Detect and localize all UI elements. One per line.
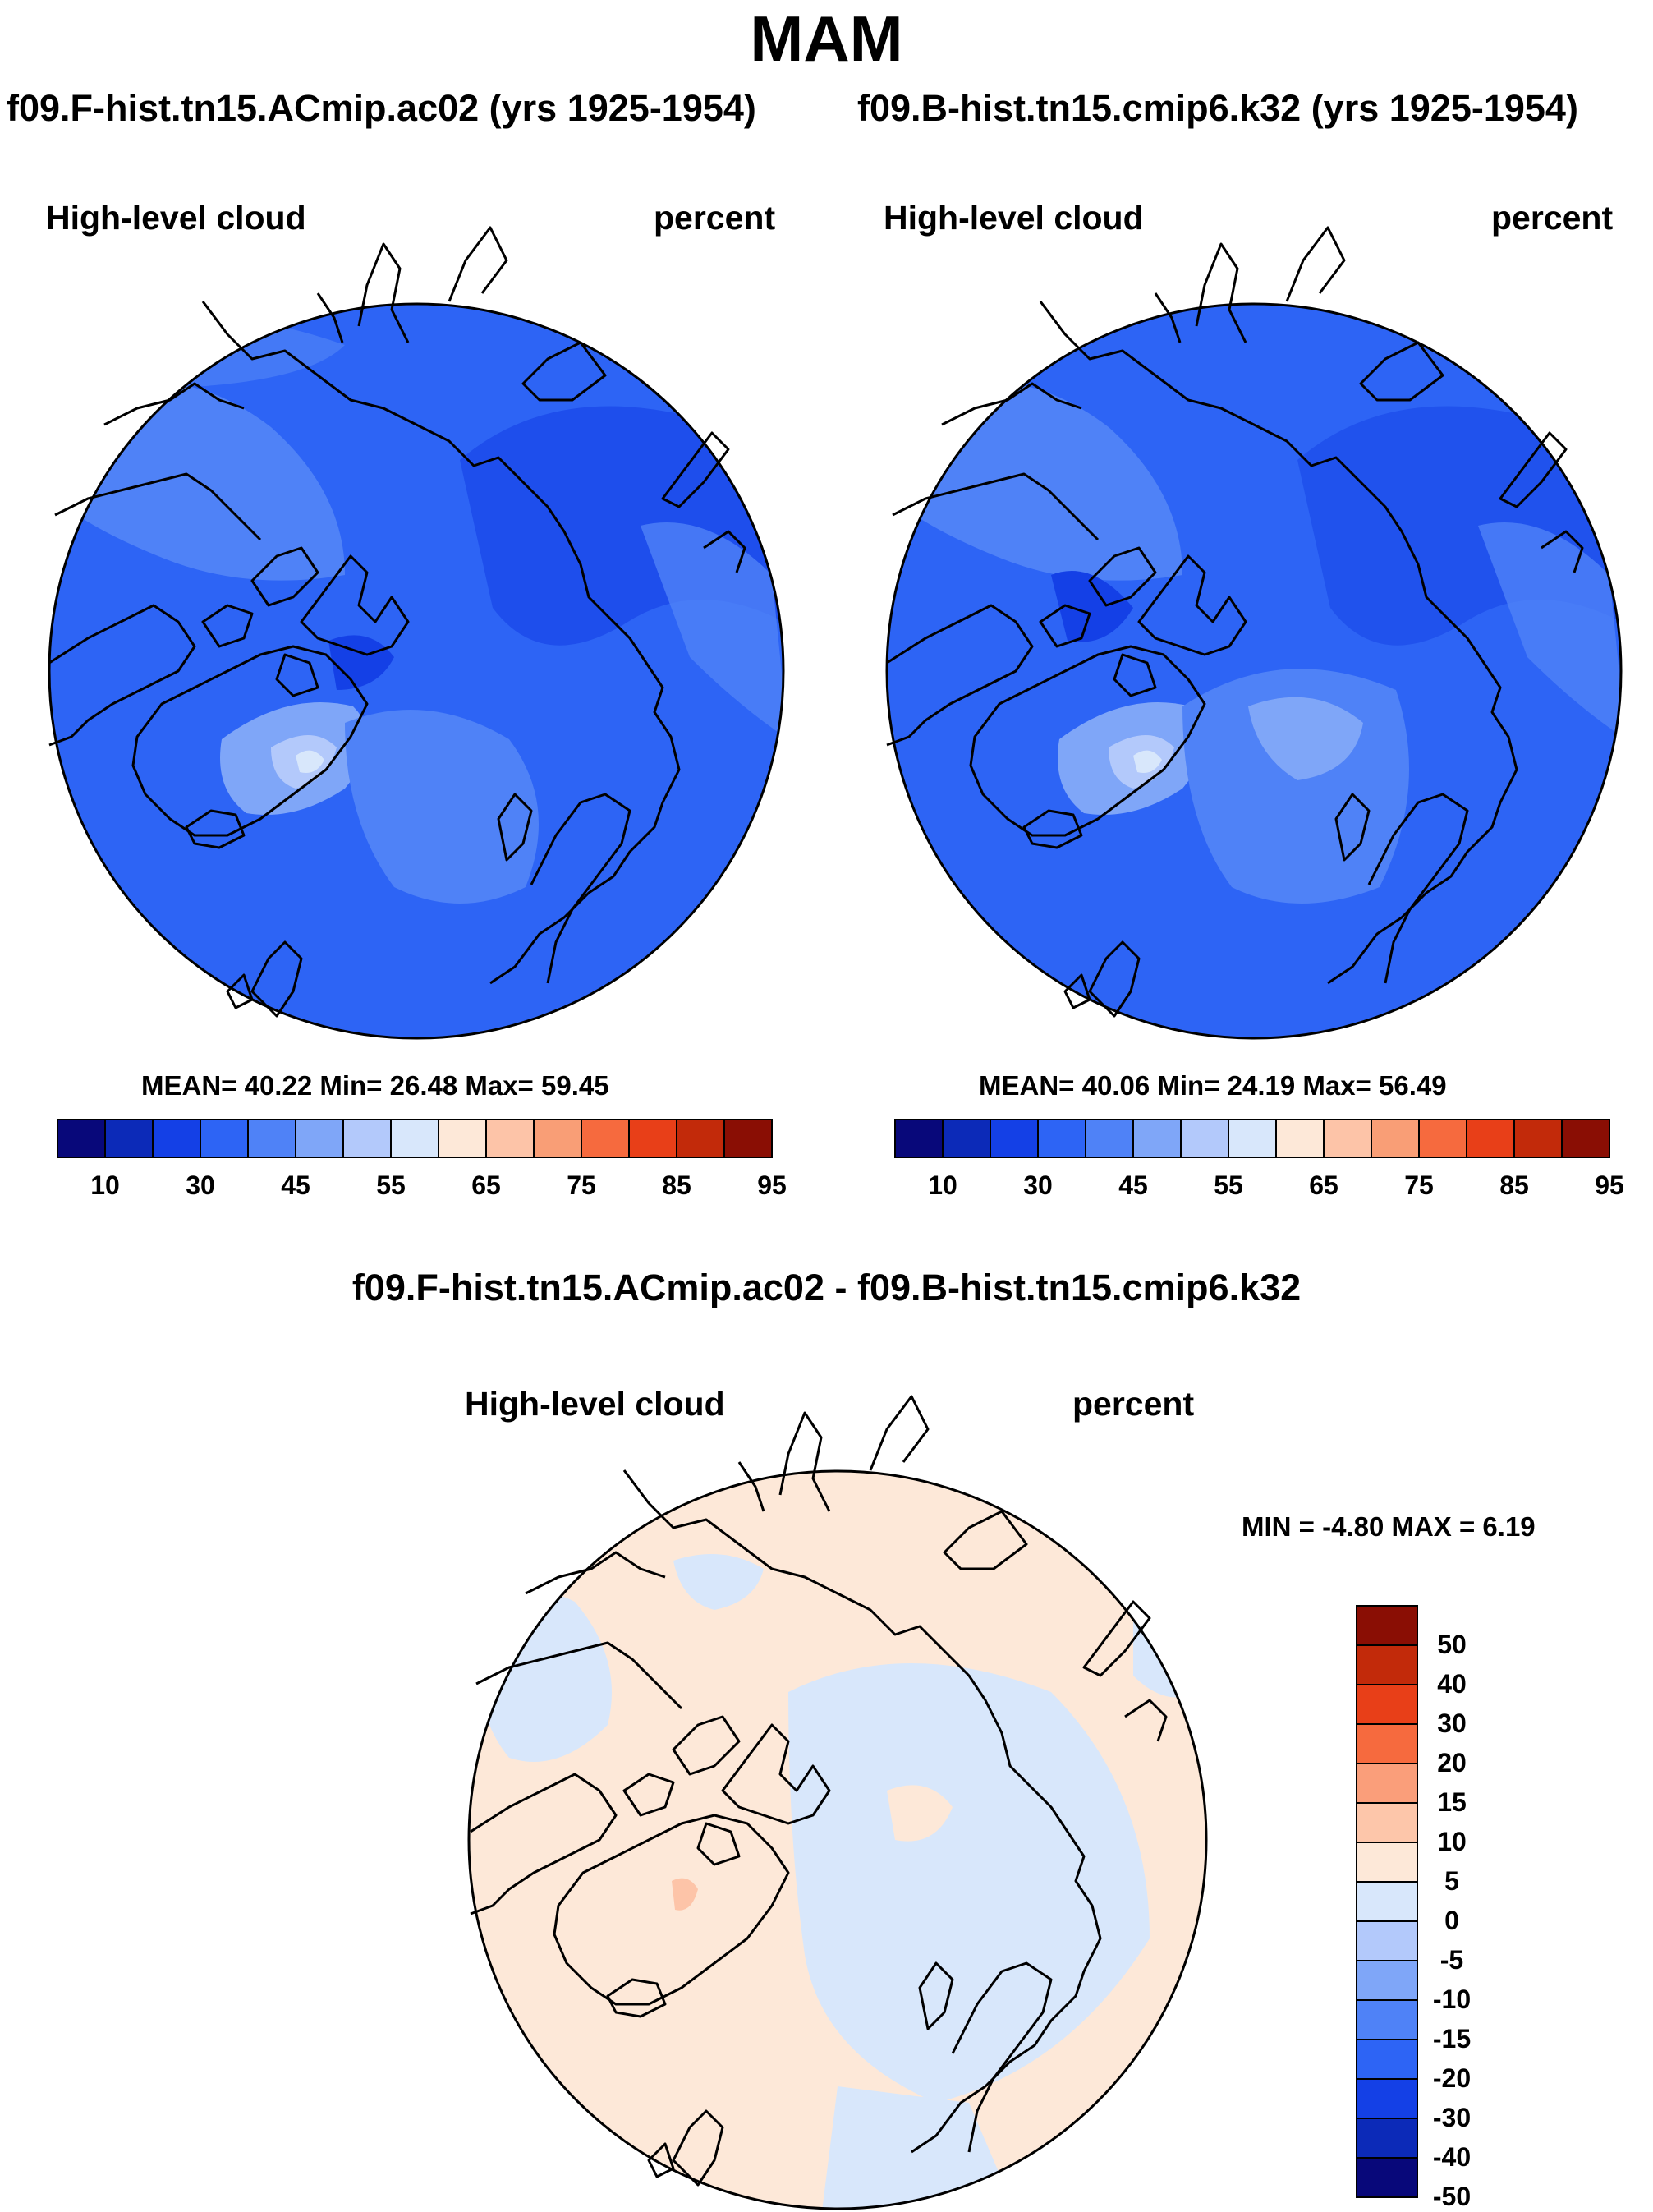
colorbar-tick-label: 30 [186, 1170, 215, 1200]
colorbar-cell [533, 1119, 582, 1158]
colorbar-tick-label: 50 [1437, 1630, 1467, 1659]
panel-1-stats: MEAN= 40.22 Min= 26.48 Max= 59.45 [141, 1070, 609, 1101]
colorbar-tick-label: 30 [1023, 1170, 1053, 1200]
colorbar-tick-label: 40 [1437, 1669, 1467, 1699]
colorbar-tick-label: -50 [1432, 2182, 1472, 2211]
colorbar-tick-label: 45 [1118, 1170, 1148, 1200]
colorbar-cell [723, 1119, 773, 1158]
colorbar-diff [1356, 1605, 1418, 2198]
colorbar-tick-label: 75 [1404, 1170, 1434, 1200]
colorbar-cell [1275, 1119, 1325, 1158]
colorbar-tick-label: -10 [1432, 1984, 1472, 2014]
map-diff-border [467, 1469, 1208, 2210]
colorbar-cell [200, 1119, 249, 1158]
colorbar-cell [1132, 1119, 1182, 1158]
colorbar-cell [1356, 1999, 1418, 2040]
difference-title: f09.F-hist.tn15.ACmip.ac02 - f09.B-hist.… [351, 1267, 1302, 1308]
colorbar-tick-label: 85 [662, 1170, 691, 1200]
season-title: MAM [750, 2, 903, 75]
colorbar-tick-label: 45 [281, 1170, 310, 1200]
colorbar-tick-label: 65 [471, 1170, 501, 1200]
colorbar-cell [485, 1119, 535, 1158]
colorbar-cell [1356, 1960, 1418, 2001]
colorbar-cell [152, 1119, 201, 1158]
colorbar-tick-label: -40 [1432, 2142, 1472, 2172]
colorbar-cell [894, 1119, 944, 1158]
colorbar-cell [390, 1119, 439, 1158]
colorbar-cell [1513, 1119, 1563, 1158]
colorbar-cell [1228, 1119, 1277, 1158]
panel-2-run-title: f09.B-hist.tn15.cmip6.k32 (yrs 1925-1954… [857, 87, 1578, 129]
map-2 [887, 304, 1621, 1038]
colorbar-tick-label: 15 [1437, 1787, 1467, 1817]
colorbar-cell [1356, 1684, 1418, 1725]
map-1 [49, 304, 783, 1038]
colorbar-tick-label: 95 [1595, 1170, 1624, 1200]
panel-2-stats: MEAN= 40.06 Min= 24.19 Max= 56.49 [979, 1070, 1447, 1101]
colorbar-cell [295, 1119, 344, 1158]
colorbar-cell [438, 1119, 487, 1158]
panel-2-variable-label: High-level cloud [884, 199, 1144, 237]
colorbar-tick-label: 75 [567, 1170, 596, 1200]
colorbar-cell [1466, 1119, 1515, 1158]
colorbar-cell [676, 1119, 725, 1158]
colorbar-1 [57, 1119, 773, 1158]
diff-stats: MIN = -4.80 MAX = 6.19 [1242, 1511, 1536, 1542]
panel-1-variable-label: High-level cloud [46, 199, 306, 237]
colorbar-tick-label: 95 [757, 1170, 787, 1200]
colorbar-cell [628, 1119, 677, 1158]
colorbar-cell [1356, 1605, 1418, 1646]
colorbar-cell [342, 1119, 392, 1158]
colorbar-tick-label: 10 [90, 1170, 120, 1200]
colorbar-cell [1356, 1802, 1418, 1843]
colorbar-cell [57, 1119, 106, 1158]
colorbar-tick-label: 0 [1444, 1906, 1459, 1935]
colorbar-cell [1561, 1119, 1610, 1158]
panel-1-units-label: percent [654, 199, 776, 237]
colorbar-cell [1356, 2039, 1418, 2080]
colorbar-tick-label: 10 [1437, 1827, 1467, 1856]
colorbar-cell [1323, 1119, 1372, 1158]
colorbar-cell [1037, 1119, 1086, 1158]
colorbar-cell [1356, 1644, 1418, 1685]
colorbar-tick-label: -20 [1432, 2063, 1472, 2093]
colorbar-tick-label: 30 [1437, 1708, 1467, 1738]
colorbar-cell [1356, 2118, 1418, 2159]
colorbar-cell [1418, 1119, 1467, 1158]
panel-2-units-label: percent [1491, 199, 1614, 237]
colorbar-tick-label: -15 [1432, 2024, 1472, 2053]
colorbar-cell [942, 1119, 991, 1158]
colorbar-cell [247, 1119, 296, 1158]
colorbar-tick-label: 55 [376, 1170, 406, 1200]
colorbar-cell [1356, 1842, 1418, 1883]
colorbar-2 [894, 1119, 1610, 1158]
colorbar-cell [1356, 1920, 1418, 1961]
colorbar-tick-label: 5 [1444, 1866, 1459, 1896]
colorbar-cell [1371, 1119, 1420, 1158]
map-2-border [885, 302, 1623, 1040]
colorbar-cell [104, 1119, 154, 1158]
diff-variable-label: High-level cloud [465, 1385, 725, 1423]
colorbar-cell [990, 1119, 1039, 1158]
map-1-border [48, 302, 785, 1040]
colorbar-tick-label: -5 [1439, 1945, 1464, 1975]
colorbar-cell [1356, 2157, 1418, 2198]
panel-1-run-title: f09.F-hist.tn15.ACmip.ac02 (yrs 1925-195… [7, 87, 756, 129]
colorbar-cell [581, 1119, 630, 1158]
diff-units-label: percent [1072, 1385, 1195, 1423]
colorbar-tick-label: 20 [1437, 1748, 1467, 1777]
colorbar-cell [1356, 2078, 1418, 2119]
colorbar-tick-label: 85 [1499, 1170, 1529, 1200]
colorbar-cell [1356, 1723, 1418, 1764]
colorbar-cell [1085, 1119, 1134, 1158]
colorbar-cell [1356, 1763, 1418, 1804]
colorbar-tick-label: 65 [1309, 1170, 1338, 1200]
colorbar-tick-label: 10 [928, 1170, 957, 1200]
colorbar-cell [1356, 1881, 1418, 1922]
colorbar-tick-label: -30 [1432, 2103, 1472, 2132]
colorbar-tick-label: 55 [1214, 1170, 1243, 1200]
colorbar-cell [1180, 1119, 1229, 1158]
